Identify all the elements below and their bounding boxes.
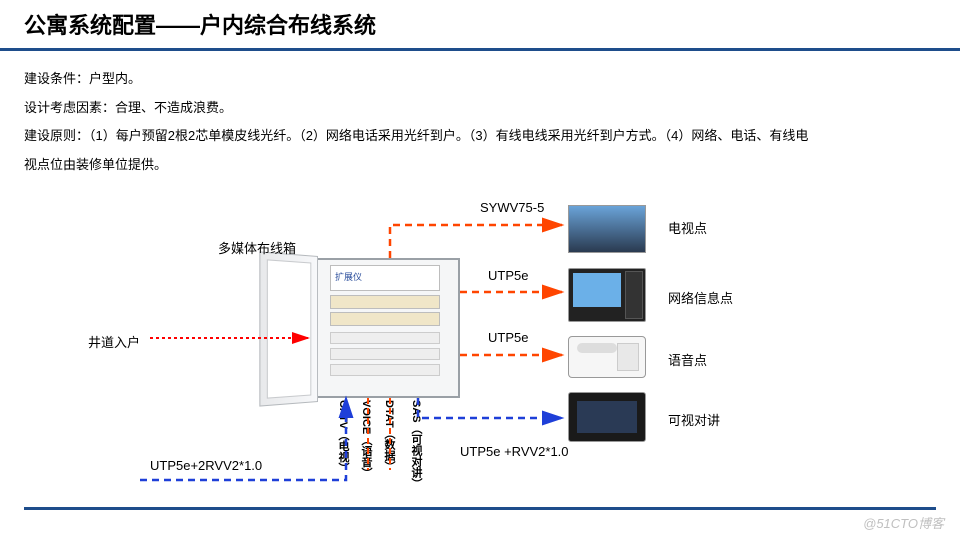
- watermark-text: @51CTO博客: [863, 513, 944, 532]
- footer-divider: [24, 507, 936, 510]
- wiring-diagram: 扩展仪 多媒体布线箱 井道入户 SYWV75-5 UTP5e UTP5e UTP…: [0, 0, 960, 540]
- connection-lines: [0, 0, 960, 540]
